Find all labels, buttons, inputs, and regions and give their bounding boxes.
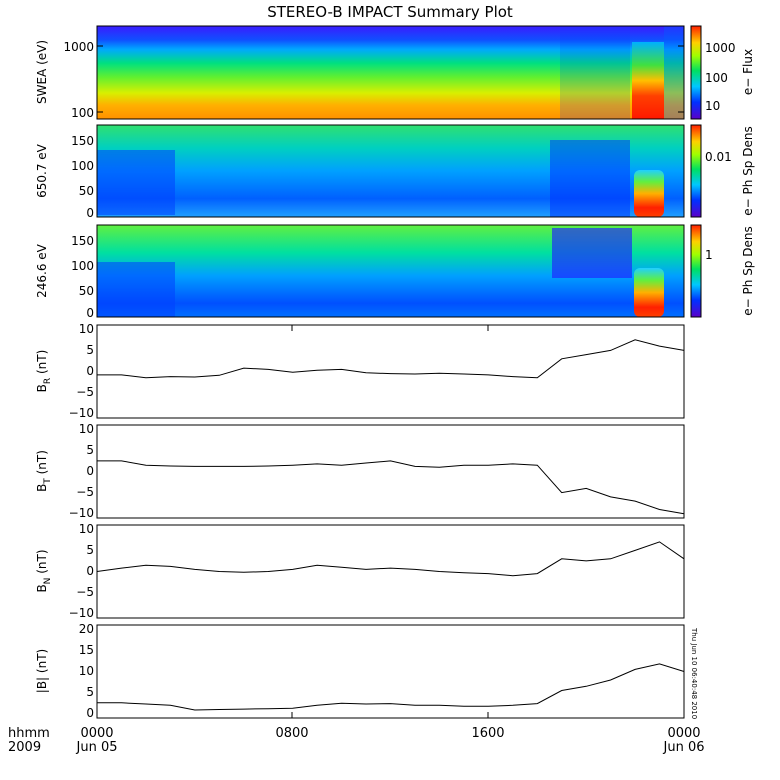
pad-246-ytick-100: 100 [71,259,94,273]
pad-246-heatmap-dark-region [552,228,632,278]
swea-heatmap-hot-region [632,42,664,119]
bmag-ytick-15: 15 [79,643,94,657]
swea-cbar-tick-10: 10 [705,99,720,113]
date-label-end: Jun 06 [663,740,705,755]
swea-frame [96,25,685,120]
swea-ylabel: SWEA (eV) [35,40,49,104]
swea-heatmap-dim-region [560,26,630,119]
br-ytick-0: 0 [86,364,94,378]
generation-timestamp: Thu Jun 10 06:40:48 2010 [690,627,698,719]
pad-650-ylabel: 650.7 eV [35,143,49,198]
swea-heatmap-base [97,26,684,119]
swea-colorbar [690,25,702,120]
swea-heatmap-edge [664,26,684,119]
pad-650-heatmap-hot-region [634,170,664,217]
bn-frame [96,524,685,619]
pad-246-ytick-50: 50 [79,284,94,298]
bn-ytick-m10: −10 [69,606,94,620]
bn-ytick-10: 10 [79,522,94,536]
br-series-line [97,339,685,379]
time-axis-label: hhmm [8,726,50,741]
swea-ytick-1000: 1000 [63,40,94,54]
year-label: 2009 [8,740,41,755]
swea-axis-ticks [97,45,684,113]
plot-title: STEREO-B IMPACT Summary Plot [267,3,513,21]
bt-ytick-10: 10 [79,422,94,436]
bmag-ylabel: |B| (nT) [35,649,49,693]
swea-panel: 1000 100 SWEA (eV) 1000 100 10 e− Flux [35,25,755,120]
xtick-0000-end: 0000 [667,726,700,741]
pad-246-heatmap-low-region [97,262,175,317]
bn-panel: 10 5 0 −5 −10 BN (nT) [35,522,685,620]
pad-650-cbar-label: e− Ph Sp Dens [741,126,755,215]
pad-246-ylabel: 246.6 eV [35,243,49,298]
bt-ytick-m5: −5 [76,485,94,499]
swea-ytick-100: 100 [71,106,94,120]
xtick-1600: 1600 [471,726,504,741]
pad-650-frame [96,124,685,218]
bt-panel: 10 5 0 −5 −10 BT (nT) [35,422,685,520]
pad-650-colorbar [690,124,702,218]
pad-246-panel: 150 100 50 0 246.6 eV 1 e− Ph Sp Dens [35,224,755,320]
br-ytick-m10: −10 [69,406,94,420]
pad-246-heatmap-hot-region [634,268,664,317]
bt-ytick-m10: −10 [69,506,94,520]
swea-cbar-tick-1000: 1000 [705,41,736,55]
pad-246-ytick-150: 150 [71,234,94,248]
pad-650-ytick-0: 0 [86,206,94,220]
bmag-ytick-0: 0 [86,706,94,720]
bn-ytick-m5: −5 [76,585,94,599]
time-axis-ticks [291,325,489,718]
br-ytick-10: 10 [79,322,94,336]
br-ytick-5: 5 [86,343,94,357]
pad-650-ytick-150: 150 [71,134,94,148]
swea-cbar-label: e− Flux [741,49,755,95]
bmag-series-line [97,663,685,711]
bn-ytick-5: 5 [86,543,94,557]
bmag-ytick-10: 10 [79,664,94,678]
xtick-0000-start: 0000 [80,726,113,741]
bn-ylabel: BN (nT) [35,549,53,592]
bt-ylabel: BT (nT) [35,450,53,492]
pad-246-cbar-label: e− Ph Sp Dens [741,226,755,315]
br-panel: 10 5 0 −5 −10 BR (nT) [35,322,685,420]
pad-650-ytick-50: 50 [79,184,94,198]
bt-series-line [97,460,685,515]
bmag-ytick-20: 20 [79,622,94,636]
br-ylabel: BR (nT) [35,350,53,393]
bt-frame [96,424,685,519]
pad-650-ytick-100: 100 [71,159,94,173]
br-frame [96,324,685,419]
pad-246-ytick-0: 0 [86,306,94,320]
bmag-panel: 20 15 10 5 0 |B| (nT) Thu Jun 10 06:40:4… [35,622,698,720]
bt-ytick-5: 5 [86,443,94,457]
pad-650-panel: 150 100 50 0 650.7 eV 0.01 e− Ph Sp Dens [35,124,755,220]
bmag-ytick-5: 5 [86,685,94,699]
date-label-start: Jun 05 [76,740,118,755]
pad-650-heatmap-low-region [97,150,175,215]
bt-ytick-0: 0 [86,464,94,478]
xtick-0800: 0800 [275,726,308,741]
swea-cbar-tick-100: 100 [705,71,728,85]
pad-246-cbar-tick: 1 [705,248,713,262]
pad-650-heatmap-dark-region [550,140,630,217]
bn-ytick-0: 0 [86,564,94,578]
pad-650-cbar-tick: 0.01 [705,150,732,164]
pad-246-frame [96,224,685,318]
pad-246-colorbar [690,224,702,318]
br-ytick-m5: −5 [76,385,94,399]
bn-series-line [96,541,685,577]
